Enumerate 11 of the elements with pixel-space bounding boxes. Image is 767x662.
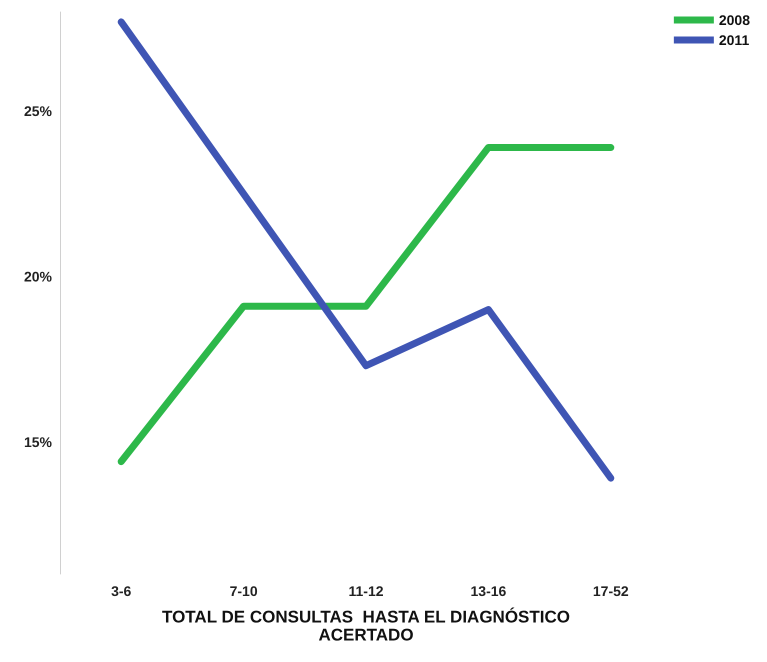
legend-label: 2011 — [718, 32, 750, 48]
legend-label: 2008 — [718, 12, 750, 28]
x-tick-label: 11-12 — [348, 583, 384, 599]
y-tick-label: 25% — [24, 103, 53, 120]
x-tick-label: 13-16 — [470, 583, 507, 599]
x-tick-label: 17-52 — [592, 583, 629, 599]
x-tick-label: 7-10 — [230, 583, 258, 599]
y-tick-label: 20% — [24, 268, 53, 284]
y-tick-label: 15% — [24, 434, 53, 450]
x-axis-title: TOTAL DE CONSULTAS HASTA EL DIAGNÓSTICO ACERTADO — [162, 606, 570, 644]
x-tick-label: 3-6 — [111, 583, 132, 599]
